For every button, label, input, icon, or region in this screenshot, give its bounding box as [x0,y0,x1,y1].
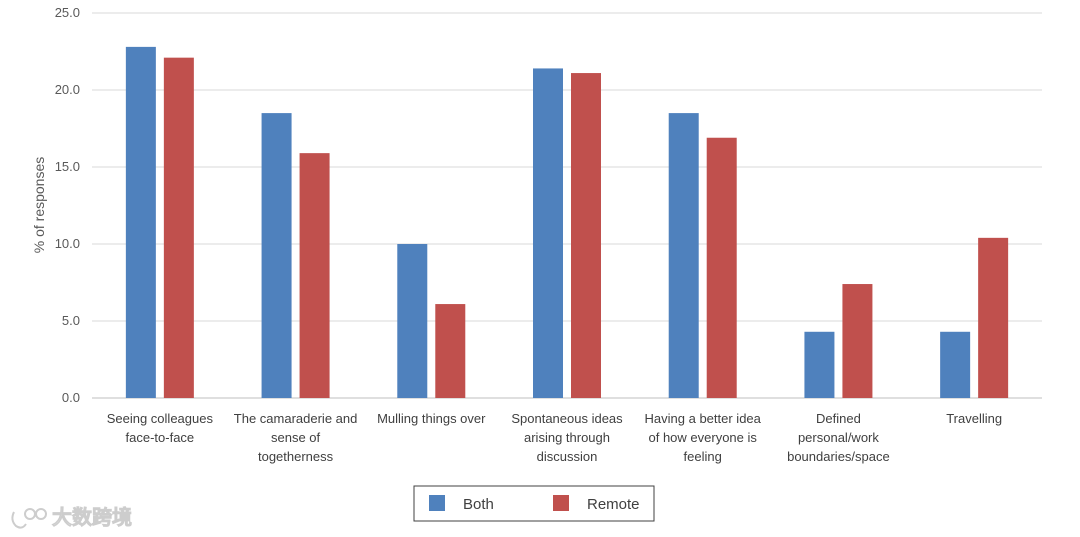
x-category-label: The camaraderie and sense of togetherness [234,411,358,464]
x-category-label: Seeing colleagues face-to-face [107,411,214,445]
bar-both-5 [668,113,699,398]
watermark-text: 大数跨境 [52,505,132,529]
y-tick-label: 10.0 [55,236,80,251]
bar-remote-6 [842,284,873,398]
bar-both-6 [804,331,835,398]
x-category-label: Spontaneous ideas arising through discussi… [511,411,623,464]
bar-both-3 [397,244,428,398]
bar-remote-1 [163,57,194,398]
y-tick-label: 5.0 [62,313,80,328]
y-tick-label: 20.0 [55,82,80,97]
bar-remote-7 [978,237,1009,398]
legend-swatch-remote [553,495,569,511]
bar-remote-4 [571,73,601,398]
bar-both-7 [940,331,971,398]
y-axis-label: % of responses [31,157,47,254]
legend-swatch-both [429,495,445,511]
y-tick-label: 15.0 [55,159,80,174]
gridlines [92,12,1042,399]
x-category-label: Defined personal/work boundaries/space [787,411,890,464]
x-category-label: Travelling [946,411,1002,426]
x-category-label: Having a better idea of how everyone is fe… [645,411,762,464]
legend-label-both: Both [463,496,494,513]
legend: Both Remote [413,485,655,522]
bar-remote-2 [299,153,330,398]
y-tick-label: 0.0 [62,390,80,405]
bars [125,46,1009,399]
bar-remote-5 [706,137,737,399]
y-tick-label: 25.0 [55,5,80,20]
bar-both-1 [125,46,156,398]
x-category-label: Mulling things over [377,411,486,426]
watermark-logo-icon [11,508,47,529]
bar-remote-3 [435,304,466,398]
legend-label-remote: Remote [587,496,640,513]
x-axis-categories: Seeing colleagues face-to-face The camarad… [107,411,1002,464]
watermark: 大数跨境 [11,505,132,529]
bar-both-4 [533,68,563,398]
legend-box [413,485,655,522]
y-axis-ticks: 0.0 5.0 10.0 15.0 20.0 25.0 [55,5,80,405]
bar-both-2 [261,113,292,398]
